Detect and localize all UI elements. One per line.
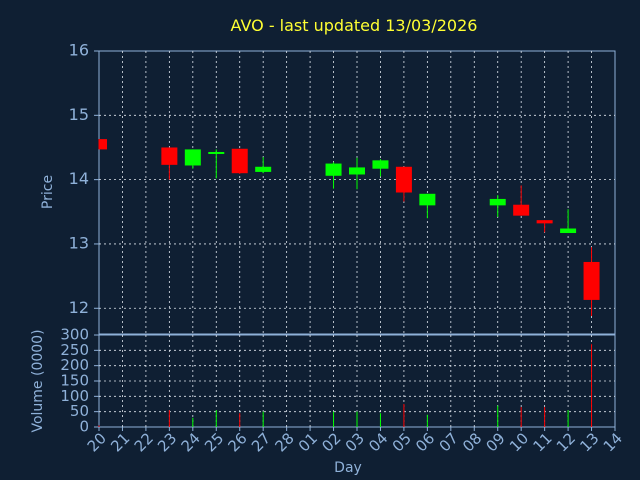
candle-body [560, 228, 577, 234]
price-tick-label: 13 [69, 233, 89, 252]
candle-12 [560, 209, 577, 234]
x-axis-ticks: 2021222324252627280102030405060708091011… [84, 427, 626, 456]
volume-tick-label: 150 [60, 372, 89, 390]
x-tick-label: 24 [178, 429, 204, 455]
x-tick-label: 06 [412, 429, 438, 455]
x-tick-label: 11 [529, 429, 555, 455]
candle-body [161, 147, 178, 165]
x-tick-label: 13 [576, 429, 602, 455]
x-tick-label: 26 [225, 429, 251, 455]
x-tick-label: 10 [506, 429, 532, 455]
candle-23 [161, 147, 178, 180]
candle-25 [208, 149, 225, 179]
candle-26 [231, 148, 248, 174]
x-tick-label: 02 [318, 429, 344, 455]
candle-27 [255, 157, 272, 174]
candle-body [372, 160, 389, 169]
candle-body [231, 148, 248, 174]
candlestick-series [98, 139, 600, 316]
candle-body [513, 204, 530, 216]
x-tick-label: 21 [107, 429, 133, 455]
price-y-ticks: 12 13 14 15 16 [69, 41, 99, 317]
candle-body [184, 149, 201, 166]
x-tick-label: 05 [389, 429, 415, 455]
price-tick-label: 12 [69, 298, 89, 317]
price-axis-label: Price [40, 175, 56, 209]
price-tick-label: 16 [69, 41, 89, 60]
x-tick-label: 03 [342, 429, 368, 455]
x-tick-label: 27 [248, 429, 274, 455]
x-tick-label: 23 [154, 429, 180, 455]
candle-09 [489, 195, 506, 217]
candle-20 [98, 139, 107, 150]
x-tick-label: 01 [295, 429, 321, 455]
x-tick-label: 08 [459, 429, 485, 455]
candle-03 [349, 157, 365, 190]
x-tick-label: 12 [553, 429, 579, 455]
candle-10 [513, 185, 530, 216]
volume-bar-series [98, 344, 593, 427]
candle-body [419, 193, 436, 206]
x-tick-label: 14 [600, 429, 626, 455]
volume-axis-label: Volume (0000) [30, 329, 46, 432]
x-tick-label: 04 [365, 429, 391, 455]
candle-body [536, 220, 553, 224]
candle-body [208, 151, 225, 154]
x-tick-label: 28 [271, 429, 297, 455]
x-axis-label: Day [334, 460, 362, 476]
chart-title: AVO - last updated 13/03/2026 [231, 16, 478, 35]
x-tick-label: 07 [436, 429, 462, 455]
volume-tick-label: 50 [70, 402, 89, 420]
volume-grid [99, 335, 615, 427]
price-tick-label: 15 [69, 105, 89, 124]
volume-tick-label: 250 [60, 341, 89, 359]
x-tick-label: 25 [201, 429, 227, 455]
candle-06 [419, 193, 436, 219]
volume-tick-label: 300 [60, 326, 89, 344]
volume-tick-label: 200 [60, 356, 89, 374]
candle-body [583, 261, 600, 300]
candle-24 [184, 149, 201, 169]
candle-body [99, 139, 107, 150]
candle-body [325, 163, 342, 176]
candle-body [489, 198, 506, 206]
candle-body [255, 166, 272, 172]
candle-body [349, 167, 365, 175]
price-tick-label: 14 [69, 169, 89, 188]
x-tick-label: 09 [483, 429, 509, 455]
candle-body [395, 166, 412, 193]
candle-02 [325, 162, 342, 189]
x-tick-label: 22 [131, 429, 157, 455]
candle-11 [536, 220, 553, 233]
candle-13 [583, 247, 600, 316]
volume-tick-label: 100 [60, 387, 89, 405]
volume-tick-label: 0 [79, 418, 89, 436]
candle-04 [372, 159, 389, 177]
candle-05 [395, 166, 412, 202]
